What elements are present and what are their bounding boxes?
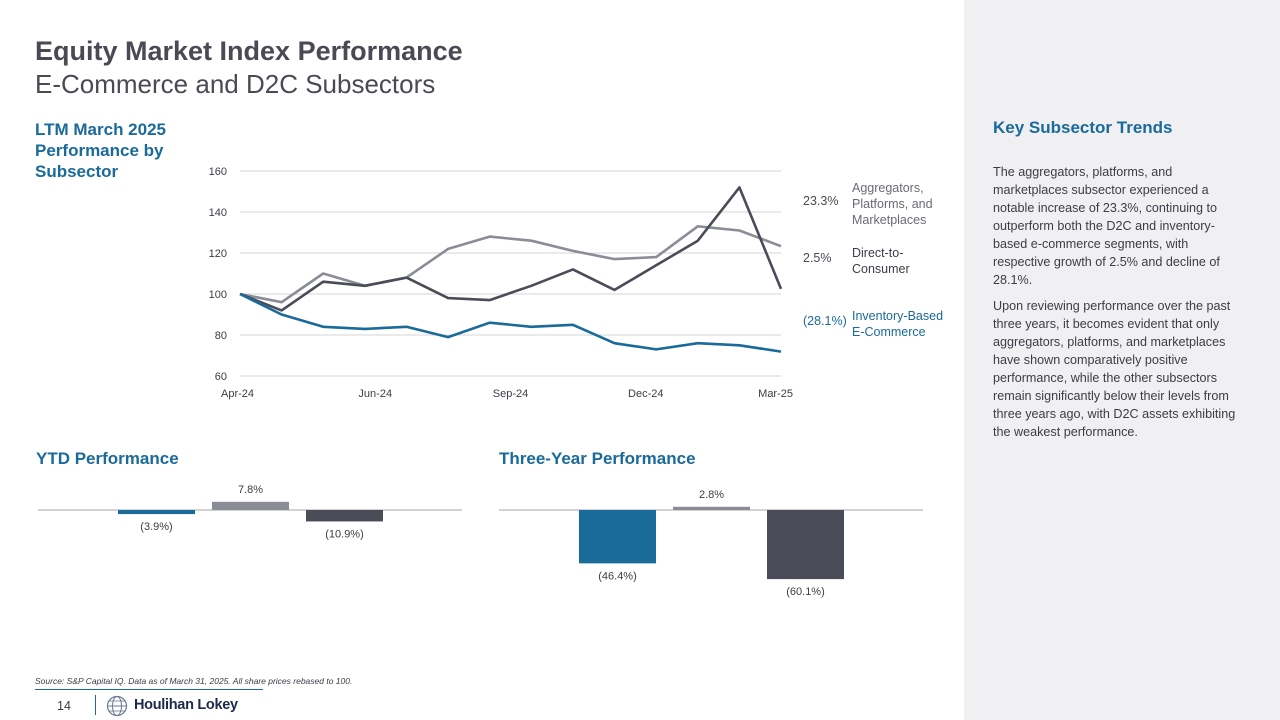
y-tick-label: 100 (209, 289, 227, 301)
page-title: Equity Market Index Performance (35, 36, 463, 66)
y-tick-label: 140 (209, 207, 227, 219)
series-line-aggregators-platforms-and-marketplaces (239, 225, 782, 304)
three-year-performance-heading: Three-Year Performance (499, 449, 696, 468)
legend-entry-direct-to-consumer: Direct-to-Consumer (852, 246, 910, 276)
bar-value-label: 2.8% (699, 489, 724, 501)
logo-text: Houlihan Lokey (134, 697, 238, 713)
bar-direct-to-consumer (306, 510, 383, 522)
footer-divider (95, 695, 96, 715)
sidebar-panel (964, 0, 1280, 720)
bar-value-label: (60.1%) (786, 586, 825, 598)
bar-inventory-based-e-commerce (579, 510, 656, 564)
x-tick-label: Jun-24 (358, 388, 392, 400)
legend-entry-inventory-based-e-commerce: Inventory-Based E-Commerce (852, 309, 943, 339)
y-tick-label: 160 (209, 166, 227, 178)
bar-value-label: (10.9%) (325, 528, 364, 540)
bar-value-label: (46.4%) (598, 570, 637, 582)
series-end-label: (28.1%) (803, 314, 847, 328)
page-number: 14 (57, 699, 71, 713)
bar-aggregators-platforms-and-marketplaces (212, 501, 289, 510)
y-tick-label: 80 (215, 330, 227, 342)
bar-value-label: (3.9%) (140, 521, 172, 533)
series-line-direct-to-consumer (239, 186, 783, 312)
key-trends-heading: Key Subsector Trends (993, 118, 1173, 137)
source-note: Source: S&P Capital IQ. Data as of March… (35, 676, 353, 686)
source-divider (35, 689, 263, 690)
series-end-label: 23.3% (803, 194, 838, 208)
series-end-label: 2.5% (803, 251, 832, 265)
charts-canvas: 160 140 120 100 80 60 Apr-24 Jun-24 Sep-24 Dec-24… (38, 166, 943, 598)
ltm-performance-heading: LTM March 2025 Performance by Subsector (35, 120, 167, 181)
bar-value-label: 7.8% (238, 484, 263, 496)
trends-paragraph-2: Upon reviewing performance over the past… (993, 299, 1236, 439)
page-subtitle: E-Commerce and D2C Subsectors (35, 69, 436, 99)
bar-inventory-based-e-commerce (118, 510, 195, 515)
x-tick-label: Mar-25 (758, 388, 793, 400)
globe-icon (106, 695, 128, 717)
y-tick-label: 120 (209, 248, 227, 260)
bar-direct-to-consumer (767, 510, 844, 580)
x-tick-label: Sep-24 (493, 388, 528, 400)
legend-entry-aggregators-platforms-and-marketplaces: Aggregators, Platforms, and Marketplaces (852, 181, 933, 227)
x-tick-label: Dec-24 (628, 388, 663, 400)
trends-paragraph-1: The aggregators, platforms, and marketpl… (993, 165, 1220, 287)
y-tick-label: 60 (215, 371, 227, 383)
ytd-performance-heading: YTD Performance (36, 449, 179, 468)
series-line-inventory-based-e-commerce (239, 292, 782, 353)
x-tick-label: Apr-24 (221, 388, 254, 400)
bar-aggregators-platforms-and-marketplaces (673, 506, 750, 510)
